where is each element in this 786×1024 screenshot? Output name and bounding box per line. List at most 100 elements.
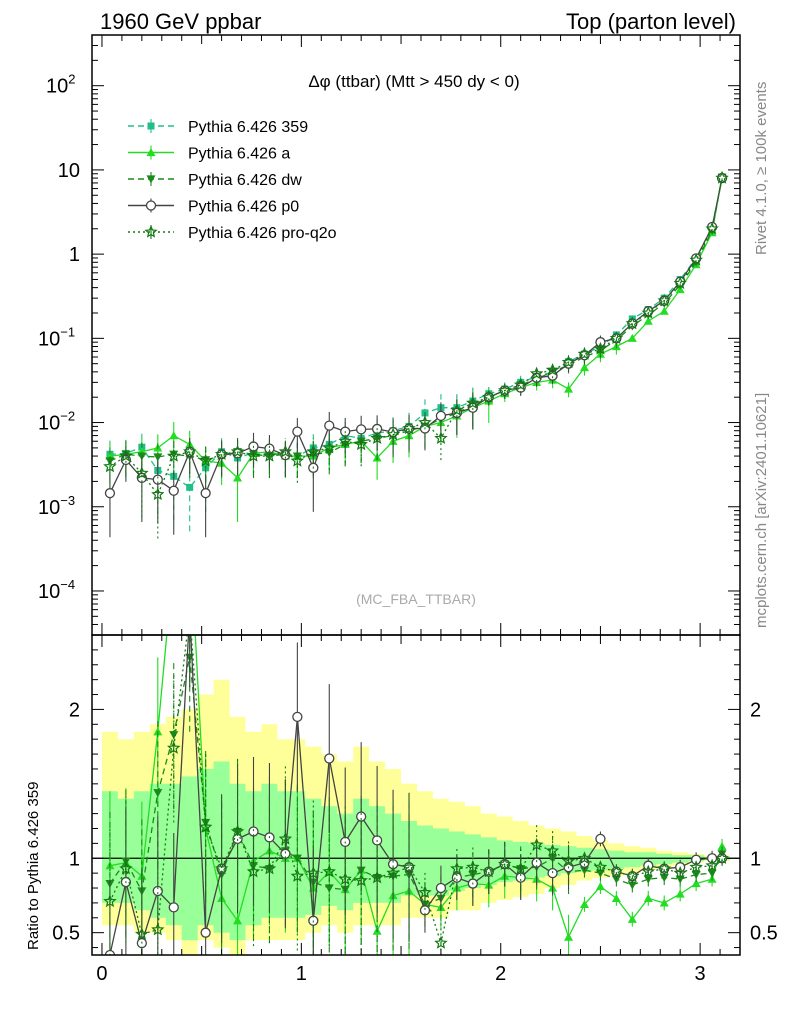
point-pq2o [230,824,245,838]
point-pq2o [322,440,336,454]
point-pq2o [151,922,165,936]
point-dw [169,450,179,459]
point-pq2o [386,427,400,441]
legend-label-s359: Pythia 6.426 359 [188,119,308,136]
point-dw [611,875,621,884]
point-a [169,431,179,440]
point-dw [643,875,653,884]
point-pq2o [498,383,512,397]
header-right: Top (parton level) [566,9,736,34]
point-p0 [292,711,303,723]
x-tick-label: 3 [695,963,706,985]
point-p0 [292,426,303,437]
point-pq2o [278,831,293,845]
point-p0 [435,410,447,422]
point-pq2o [434,431,448,444]
point-pq2o [689,253,703,266]
y-tick-label-main: 10−1 [38,324,75,350]
main-axes: 10−4 10−3 10−2 10−1 1 10 102 [38,34,741,636]
point-pq2o [103,459,117,473]
point-a [659,306,669,315]
point-p0 [435,882,447,894]
point-pq2o [338,872,352,885]
legend-label-a: Pythia 6.426 a [188,146,290,163]
point-dw [153,453,163,462]
point-pq2o [151,487,165,501]
legend-marker-pq2o [144,224,158,238]
mcplots-label: mcplots.cern.ch [arXiv:2401.10621] [753,393,770,628]
point-pq2o [609,331,624,345]
point-p0 [104,488,116,499]
point-pq2o [246,864,261,878]
point-p0 [595,833,606,845]
point-a [627,333,637,342]
ratio-ylabel: Ratio to Pythia 6.426 359 [25,782,42,950]
point-a [564,384,574,393]
point-a [579,899,589,908]
point-pq2o [450,861,464,875]
point-a [595,882,605,891]
point-a [659,898,669,907]
point-pq2o [625,316,640,330]
point-dw [153,789,163,798]
point-pq2o [513,861,528,875]
point-p0 [419,905,431,916]
point-pq2o [625,869,640,882]
point-pq2o [466,860,480,873]
point-pq2o [673,866,687,879]
point-pq2o [434,936,448,949]
point-pq2o [577,851,592,864]
series-pq2o [103,635,729,955]
point-dw [659,874,669,883]
point-dw [691,871,701,880]
point-a [169,556,178,564]
point-pq2o [450,403,464,416]
point-pq2o [689,860,703,873]
point-p0 [356,811,367,822]
uncertainty-band-green [102,761,730,941]
point-pq2o [418,415,432,429]
point-pq2o [498,857,512,870]
point-pq2o [183,444,197,458]
series-a [105,170,727,522]
legend-label-pq2o: Pythia 6.426 pro-q2o [188,225,337,242]
point-pq2o [119,861,133,875]
point-pq2o [290,869,305,882]
point-s359 [186,483,194,491]
point-dw [627,881,637,890]
series-pq2o [103,171,729,539]
ratio-frame [91,634,741,956]
point-pq2o [166,449,181,462]
watermark: (MC_FBA_TTBAR) [356,591,476,607]
point-pq2o [306,444,320,458]
point-pq2o [609,864,624,878]
point-a [717,841,727,850]
point-p0 [168,485,179,496]
y-tick-label-main: 1 [69,244,80,266]
point-pq2o [593,341,608,355]
point-a [643,316,653,325]
y-tick-label-ratio-left: 1 [69,848,80,870]
y-tick-label-ratio-right: 1 [750,848,761,870]
point-pq2o [198,453,213,467]
point-pq2o [198,819,213,833]
point-pq2o [306,866,320,879]
point-p0 [324,753,335,764]
point-p0 [152,474,163,485]
point-pq2o [641,864,655,878]
point-pq2o [561,854,576,867]
point-p0 [531,857,542,868]
ratio-plot-area [92,556,740,955]
point-p0 [200,488,211,499]
point-pq2o [402,860,416,873]
legend-marker-p0 [145,200,157,211]
x-tick-label: 0 [96,963,107,985]
point-pq2o [290,453,305,467]
point-a [627,914,637,923]
y-tick-label-main: 102 [46,72,75,98]
series-line-a [109,175,723,479]
legend-marker-a [146,148,156,157]
point-pq2o [513,377,528,391]
point-pq2o [545,363,560,376]
point-pq2o [641,305,656,319]
